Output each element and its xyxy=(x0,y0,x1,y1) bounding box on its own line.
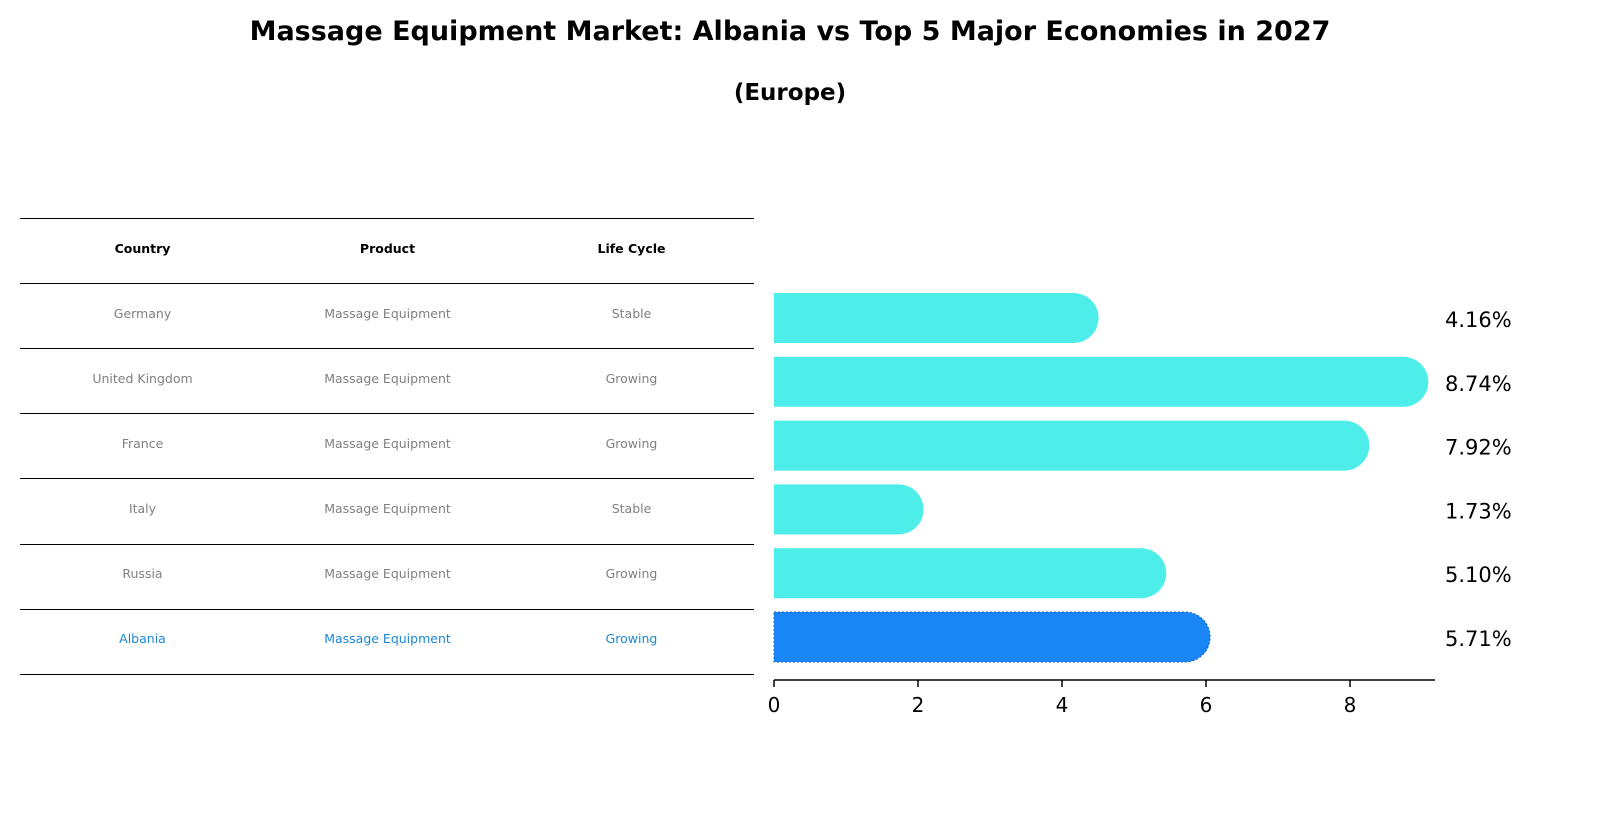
table-cell: United Kingdom xyxy=(92,371,193,386)
table-cell: Massage Equipment xyxy=(324,501,451,516)
data-label: 8.74% xyxy=(1445,372,1512,396)
data-label: 7.92% xyxy=(1445,436,1512,460)
x-tick-label: 4 xyxy=(1056,693,1069,717)
table-cell: Massage Equipment xyxy=(324,631,451,646)
bar-united-kingdom xyxy=(774,356,1429,407)
chart-subtitle: (Europe) xyxy=(733,80,847,106)
table-cell: Growing xyxy=(605,436,658,451)
table-header: Product xyxy=(359,241,416,256)
table-rule xyxy=(20,218,754,219)
table-rule xyxy=(20,283,754,284)
table-cell: France xyxy=(121,436,164,451)
bar-france xyxy=(774,420,1370,471)
table-cell: Germany xyxy=(113,306,172,321)
table-cell: Massage Equipment xyxy=(324,566,451,581)
table-rule xyxy=(20,413,754,414)
table-cell: Russia xyxy=(122,566,163,581)
x-tick-label: 2 xyxy=(912,693,925,717)
table-cell: Italy xyxy=(128,501,157,516)
x-tick-label: 8 xyxy=(1344,693,1357,717)
data-label: 4.16% xyxy=(1445,308,1512,332)
chart-title: Massage Equipment Market: Albania vs Top… xyxy=(249,16,1331,47)
table-cell: Stable xyxy=(611,501,652,516)
x-tick-label: 0 xyxy=(768,693,781,717)
table-rule xyxy=(20,348,754,349)
data-label: 5.10% xyxy=(1445,563,1512,587)
bar-albania xyxy=(773,611,1211,663)
table-rule xyxy=(20,478,754,479)
table-rule xyxy=(20,544,754,545)
table-rule xyxy=(20,674,754,675)
bar-italy xyxy=(774,484,924,535)
table-rule xyxy=(20,609,754,610)
table-header: Life Cycle xyxy=(597,241,666,256)
bar-germany xyxy=(774,293,1099,343)
bar-russia xyxy=(774,548,1167,599)
table-cell: Albania xyxy=(119,631,166,646)
table-cell: Massage Equipment xyxy=(324,371,451,386)
table-header: Country xyxy=(114,241,171,256)
data-label: 5.71% xyxy=(1445,627,1512,651)
x-tick-label: 6 xyxy=(1200,693,1213,717)
table-cell: Growing xyxy=(605,371,658,386)
table-cell: Massage Equipment xyxy=(324,306,451,321)
table-cell: Growing xyxy=(605,566,658,581)
table-cell: Massage Equipment xyxy=(324,436,451,451)
table-cell: Stable xyxy=(611,306,652,321)
table-cell: Growing xyxy=(605,631,658,646)
data-label: 1.73% xyxy=(1445,499,1512,523)
